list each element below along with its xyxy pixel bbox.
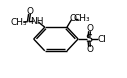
Text: NH: NH: [30, 17, 43, 26]
Text: CH₃: CH₃: [73, 15, 90, 23]
Text: O: O: [70, 15, 77, 23]
Text: O: O: [26, 7, 33, 16]
Text: O: O: [86, 45, 93, 54]
Text: CH₃: CH₃: [11, 18, 27, 27]
Text: Cl: Cl: [97, 34, 106, 44]
Text: O: O: [86, 24, 93, 33]
Text: S: S: [85, 34, 92, 44]
